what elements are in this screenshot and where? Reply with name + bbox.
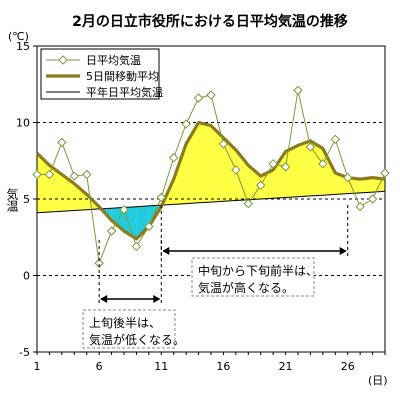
- fill-above-normal: [360, 177, 373, 193]
- fill-above-normal: [347, 177, 361, 194]
- data-point: [318, 159, 328, 169]
- data-point: [280, 162, 291, 172]
- fill-above-normal: [298, 140, 311, 197]
- y-unit-label: (℃): [8, 30, 29, 43]
- x-tick-label: 26: [341, 360, 355, 373]
- annotation-mid-late-text: 中旬から下旬前半は、気温が高くなる。: [198, 263, 318, 295]
- data-point: [156, 192, 166, 203]
- x-tick-label: 1: [34, 360, 41, 373]
- annotation-early-text: 上旬後半は、気温が低くなる。: [89, 316, 185, 347]
- arrow-head: [162, 247, 170, 255]
- fill-below-normal: [124, 206, 137, 239]
- data-point: [106, 226, 117, 236]
- arrow-head: [153, 295, 161, 303]
- data-point: [144, 221, 154, 232]
- data-point: [131, 241, 142, 252]
- data-point: [119, 205, 129, 215]
- legend-box: [40, 48, 160, 100]
- data-point: [69, 171, 79, 181]
- data-point: [44, 169, 55, 180]
- fill-above-normal: [49, 165, 62, 213]
- fill-above-normal: [173, 143, 187, 205]
- legend-marker: [58, 55, 68, 65]
- data-point: [231, 165, 241, 175]
- fill-above-normal: [61, 174, 75, 212]
- data-point: [181, 119, 191, 129]
- data-point: [355, 201, 365, 212]
- series-layer: [32, 85, 390, 268]
- data-point: [330, 134, 340, 145]
- fill-above-normal: [260, 169, 274, 199]
- x-tick-label: 16: [216, 360, 230, 373]
- fill-above-normal: [372, 177, 385, 193]
- data-point: [367, 194, 378, 204]
- annotation-layer: 中旬から下旬前半は、気温が高くなる。上旬後半は、気温が低くなる。: [82, 205, 349, 349]
- legend-label: 5日間移動平均: [86, 69, 159, 83]
- data-point: [256, 180, 266, 190]
- fill-below-normal: [111, 207, 124, 232]
- y-tick-label: -5: [19, 346, 30, 359]
- data-point: [293, 85, 303, 96]
- annotation-early-box: [82, 309, 176, 349]
- fill-above-normal: [37, 153, 50, 213]
- series-normal-line: [36, 190, 386, 214]
- fill-above-normal: [322, 148, 336, 196]
- y-tick-label: 10: [16, 117, 30, 130]
- fill-above-normal: [74, 183, 87, 211]
- arrow-head: [339, 247, 347, 255]
- chart-title: 2月の日立市役所における日平均気温の推移: [72, 13, 348, 30]
- data-point: [169, 152, 179, 163]
- y-tick-label: 0: [23, 270, 30, 283]
- data-point: [82, 169, 92, 180]
- fill-below-normal: [136, 205, 149, 239]
- data-point: [268, 159, 278, 169]
- data-point: [243, 198, 253, 209]
- annotation-mid-late-box: [191, 257, 315, 297]
- data-point: [193, 93, 204, 103]
- x-tick-label: 21: [279, 360, 293, 373]
- data-point: [343, 172, 353, 183]
- fill-above-normal: [186, 122, 199, 204]
- fill-layer: [37, 122, 385, 239]
- y-tick-label: 15: [16, 40, 30, 53]
- x-unit-label: (日): [368, 374, 388, 387]
- x-tick-label: 11: [154, 360, 168, 373]
- data-point: [94, 258, 104, 268]
- x-tick-label: 6: [96, 360, 103, 373]
- fill-above-normal: [285, 145, 298, 198]
- data-point: [32, 169, 42, 180]
- data-point: [380, 168, 390, 178]
- y-tick-label: 5: [23, 193, 30, 206]
- data-point: [57, 137, 67, 148]
- arrow-head: [100, 295, 108, 303]
- data-point: [305, 142, 316, 152]
- fill-above-normal: [223, 137, 236, 202]
- data-point: [218, 139, 229, 149]
- fill-above-normal: [198, 122, 211, 203]
- data-point: [206, 90, 216, 100]
- fill-above-normal: [310, 140, 323, 196]
- legend-label: 平年日平均気温: [86, 85, 163, 99]
- y-axis-label: 気温: [5, 187, 19, 212]
- fill-above-normal: [273, 151, 286, 199]
- legend-label: 日平均気温: [86, 53, 141, 67]
